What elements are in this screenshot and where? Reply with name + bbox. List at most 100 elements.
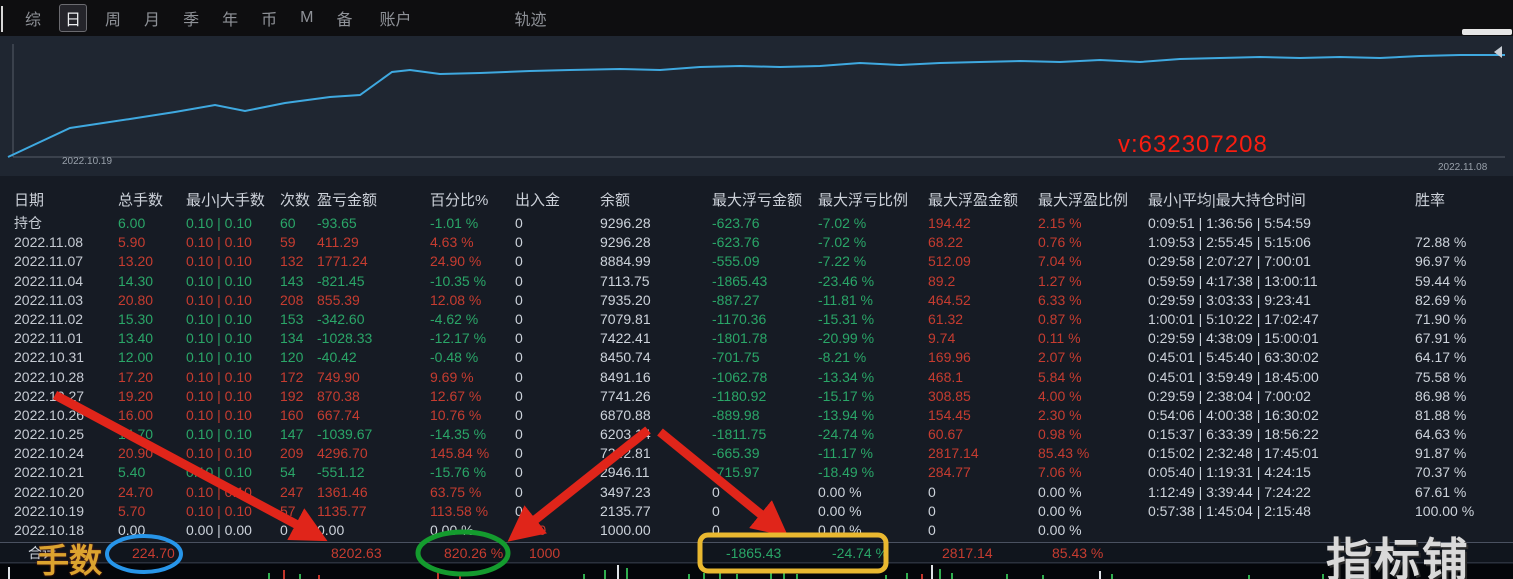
table-cell: 7.06 % xyxy=(1038,464,1082,481)
candle-tick xyxy=(1111,574,1113,579)
table-cell: 0.00 % xyxy=(818,483,862,500)
table-cell: 0:29:59 | 2:38:04 | 7:00:02 xyxy=(1148,387,1311,404)
table-cell: 512.09 xyxy=(928,253,971,270)
table-cell: 224.70 xyxy=(132,545,175,561)
table-row[interactable]: 2022.10.21 5.40 0.10 | 0.10 54 -551.12 -15.76… xyxy=(0,463,1513,482)
column-header: 最小|平均|最大持仓时间 xyxy=(1148,192,1306,209)
table-cell: 0.00 xyxy=(317,522,345,538)
table-cell: 100.00 % xyxy=(1415,502,1475,519)
menu-item-周[interactable]: 周 xyxy=(105,12,122,29)
table-cell: -1865.43 xyxy=(712,272,768,289)
equity-chart-panel: 2022.10.19 2022.11.08 v:632307208 xyxy=(0,36,1513,176)
table-cell: 12.08 % xyxy=(430,291,482,308)
candle-tick xyxy=(626,568,628,579)
table-cell: 81.88 % xyxy=(1415,406,1467,423)
table-cell: 2946.11 xyxy=(600,464,650,481)
table-cell: 0.10 | 0.10 xyxy=(186,445,252,462)
table-cell: 0.10 | 0.10 xyxy=(186,234,252,251)
candle-tick xyxy=(719,571,721,579)
table-cell: 72.88 % xyxy=(1415,234,1467,251)
table-cell: 60 xyxy=(280,215,296,231)
candle-tick xyxy=(906,573,908,579)
column-header: 总手数 xyxy=(118,192,164,209)
table-cell: 6870.88 xyxy=(600,406,651,423)
menu-item-账户[interactable]: 账户 xyxy=(379,12,412,29)
table-row[interactable]: 2022.10.31 12.00 0.10 | 0.10 120 -40.42 -0.48… xyxy=(0,348,1513,367)
table-cell: 14.70 xyxy=(118,426,154,443)
table-cell: 2022.10.27 xyxy=(14,387,85,404)
table-row[interactable]: 2022.10.28 17.20 0.10 | 0.10 172 749.90 9.69 … xyxy=(0,368,1513,387)
menu-item-月[interactable]: 月 xyxy=(144,12,161,29)
table-cell: 1:12:49 | 3:39:44 | 7:24:22 xyxy=(1148,483,1311,500)
table-cell: 54 xyxy=(280,464,296,481)
table-cell: 4.63 % xyxy=(430,234,474,251)
collapse-arrow-icon[interactable] xyxy=(1494,46,1502,58)
column-header: 最大浮盈比例 xyxy=(1038,192,1129,209)
table-row[interactable]: 2022.11.07 13.20 0.10 | 0.10 132 1771.24 24.9… xyxy=(0,252,1513,271)
menu-item-日[interactable]: 日 xyxy=(59,4,88,32)
table-cell: -1.01 % xyxy=(430,215,479,231)
table-row[interactable]: 2022.11.03 20.80 0.10 | 0.10 208 855.39 12.08… xyxy=(0,291,1513,310)
table-row[interactable]: 2022.10.27 19.20 0.10 | 0.10 192 870.38 12.67… xyxy=(0,387,1513,406)
table-cell: -24.74 % xyxy=(818,426,875,443)
candle-tick xyxy=(1042,575,1044,579)
table-row[interactable]: 2022.10.26 16.00 0.10 | 0.10 160 667.74 10.76… xyxy=(0,406,1513,425)
table-row[interactable]: 2022.11.08 5.90 0.10 | 0.10 59 411.29 4.63 % 0… xyxy=(0,233,1513,252)
table-cell: 0.00 % xyxy=(430,522,474,538)
table-cell: 0.87 % xyxy=(1038,310,1082,327)
table-row[interactable]: 2022.10.20 24.70 0.10 | 0.10 247 1361.46 63.7… xyxy=(0,483,1513,502)
table-row[interactable]: 2022.11.01 13.40 0.10 | 0.10 134 -1028.33 -12… xyxy=(0,329,1513,348)
table-cell: 2.30 % xyxy=(1038,406,1082,423)
table-cell: 9296.28 xyxy=(600,234,651,251)
table-cell: 208 xyxy=(280,291,304,308)
menu-item-备[interactable]: 备 xyxy=(336,12,353,29)
table-cell: 870.38 xyxy=(317,387,360,404)
table-cell: 0.76 % xyxy=(1038,234,1082,251)
table-cell: -8.21 % xyxy=(818,349,867,366)
table-row[interactable]: 2022.10.25 14.70 0.10 | 0.10 147 -1039.67 -14… xyxy=(0,425,1513,444)
table-row[interactable]: 2022.11.02 15.30 0.10 | 0.10 153 -342.60 -4.6… xyxy=(0,310,1513,329)
table-cell: 0 xyxy=(515,445,523,462)
table-cell: 0 xyxy=(515,502,523,519)
table-cell: 96.97 % xyxy=(1415,253,1467,270)
table-cell: 67.61 % xyxy=(1415,483,1467,500)
table-cell: 75.58 % xyxy=(1415,368,1467,385)
column-header: 次数 xyxy=(280,192,311,209)
table-cell: -18.49 % xyxy=(818,464,875,481)
column-header: 日期 xyxy=(14,192,45,209)
menu-item-综[interactable]: 综 xyxy=(25,12,42,29)
table-cell: 6.00 xyxy=(118,215,146,231)
table-cell: -4.62 % xyxy=(430,310,479,327)
table-cell: 8491.16 xyxy=(600,368,651,385)
candle-tick xyxy=(1006,574,1008,579)
table-cell: 0.00 % xyxy=(818,502,862,519)
menu-item-轨迹[interactable]: 轨迹 xyxy=(514,12,547,29)
menu-item-币[interactable]: 币 xyxy=(261,12,278,29)
table-cell: 2022.10.21 xyxy=(14,464,85,481)
table-row[interactable]: 持仓 6.00 0.10 | 0.10 60 -93.65 -1.01 % 0 9296.28… xyxy=(0,214,1513,233)
table-cell: -11.81 % xyxy=(818,291,873,308)
candle-tick xyxy=(318,575,320,579)
table-cell: 0:45:01 | 3:59:49 | 18:45:00 xyxy=(1148,368,1319,385)
table-cell: 2022.11.08 xyxy=(14,234,84,251)
menu-item-年[interactable]: 年 xyxy=(222,12,239,29)
site-watermark: 指标铺 xyxy=(1326,534,1470,579)
candle-tick xyxy=(783,572,785,579)
table-cell: 2022.10.19 xyxy=(14,502,85,519)
table-row[interactable]: 2022.11.04 14.30 0.10 | 0.10 143 -821.45 -10.… xyxy=(0,272,1513,291)
table-cell: 120 xyxy=(280,349,304,366)
table-row[interactable]: 2022.10.18 0.00 0.00 | 0.00 0 0.00 0.00 % 1000… xyxy=(0,521,1513,540)
table-cell: 2022.11.03 xyxy=(14,291,84,308)
table-row[interactable]: 2022.10.19 5.70 0.10 | 0.10 57 1135.77 113.58… xyxy=(0,502,1513,521)
menu-item-M[interactable]: M xyxy=(300,9,314,26)
horizontal-scrollbar-thumb[interactable] xyxy=(1462,29,1512,35)
candle-tick xyxy=(796,574,798,579)
table-cell: 7242.81 xyxy=(600,445,651,462)
table-cell: 20.80 xyxy=(118,291,154,308)
table-cell: 0 xyxy=(515,272,523,289)
table-cell: 9296.28 xyxy=(600,215,651,231)
table-cell: 0 xyxy=(515,291,523,308)
table-cell: 61.32 xyxy=(928,310,964,327)
table-row[interactable]: 2022.10.24 20.90 0.10 | 0.10 209 4296.70 145.… xyxy=(0,444,1513,463)
menu-item-季[interactable]: 季 xyxy=(183,12,200,29)
